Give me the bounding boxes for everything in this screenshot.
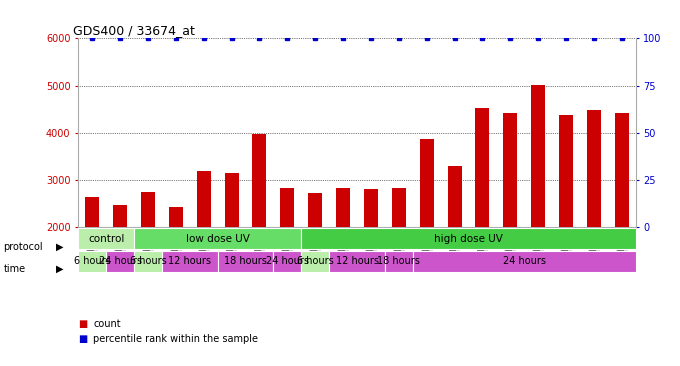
Bar — [475, 108, 490, 322]
Bar — [587, 110, 601, 322]
Text: 12 hours: 12 hours — [335, 256, 379, 266]
Bar — [141, 192, 155, 322]
Bar — [385, 251, 413, 272]
Bar — [392, 188, 406, 322]
Bar — [531, 85, 545, 322]
Text: percentile rank within the sample: percentile rank within the sample — [93, 333, 258, 344]
Bar — [413, 251, 636, 272]
Bar — [85, 197, 99, 322]
Bar — [308, 193, 322, 322]
Text: 12 hours: 12 hours — [168, 256, 211, 266]
Text: 6 hours: 6 hours — [296, 256, 334, 266]
Text: 18 hours: 18 hours — [377, 256, 420, 266]
Text: protocol: protocol — [3, 242, 43, 252]
Text: 24 hours: 24 hours — [503, 256, 546, 266]
Bar — [301, 251, 329, 272]
Bar — [78, 251, 106, 272]
Bar — [503, 113, 517, 322]
Bar — [78, 228, 134, 249]
Bar — [364, 188, 378, 322]
Bar — [420, 139, 434, 322]
Text: GDS400 / 33674_at: GDS400 / 33674_at — [73, 24, 194, 37]
Bar — [134, 251, 162, 272]
Text: ▶: ▶ — [56, 264, 64, 274]
Text: 24 hours: 24 hours — [266, 256, 309, 266]
Bar — [169, 207, 183, 322]
Bar — [197, 171, 211, 322]
Bar — [559, 115, 573, 322]
Bar — [252, 134, 267, 322]
Bar — [162, 251, 218, 272]
Bar — [336, 188, 350, 322]
Text: 18 hours: 18 hours — [224, 256, 267, 266]
Text: time: time — [3, 264, 26, 274]
Bar — [113, 205, 127, 322]
Bar — [301, 228, 636, 249]
Text: count: count — [93, 319, 121, 329]
Bar — [218, 251, 273, 272]
Text: ■: ■ — [78, 319, 88, 329]
Text: high dose UV: high dose UV — [434, 234, 503, 244]
Text: control: control — [88, 234, 124, 244]
Text: ▶: ▶ — [56, 242, 64, 252]
Bar — [447, 167, 462, 322]
Text: 6 hours: 6 hours — [73, 256, 111, 266]
Text: 24 hours: 24 hours — [99, 256, 141, 266]
Bar — [134, 228, 301, 249]
Text: 6 hours: 6 hours — [129, 256, 167, 266]
Bar — [329, 251, 385, 272]
Text: ■: ■ — [78, 333, 88, 344]
Bar — [224, 173, 239, 322]
Text: low dose UV: low dose UV — [186, 234, 250, 244]
Bar — [273, 251, 301, 272]
Bar — [615, 113, 629, 322]
Bar — [280, 188, 294, 322]
Bar — [106, 251, 134, 272]
